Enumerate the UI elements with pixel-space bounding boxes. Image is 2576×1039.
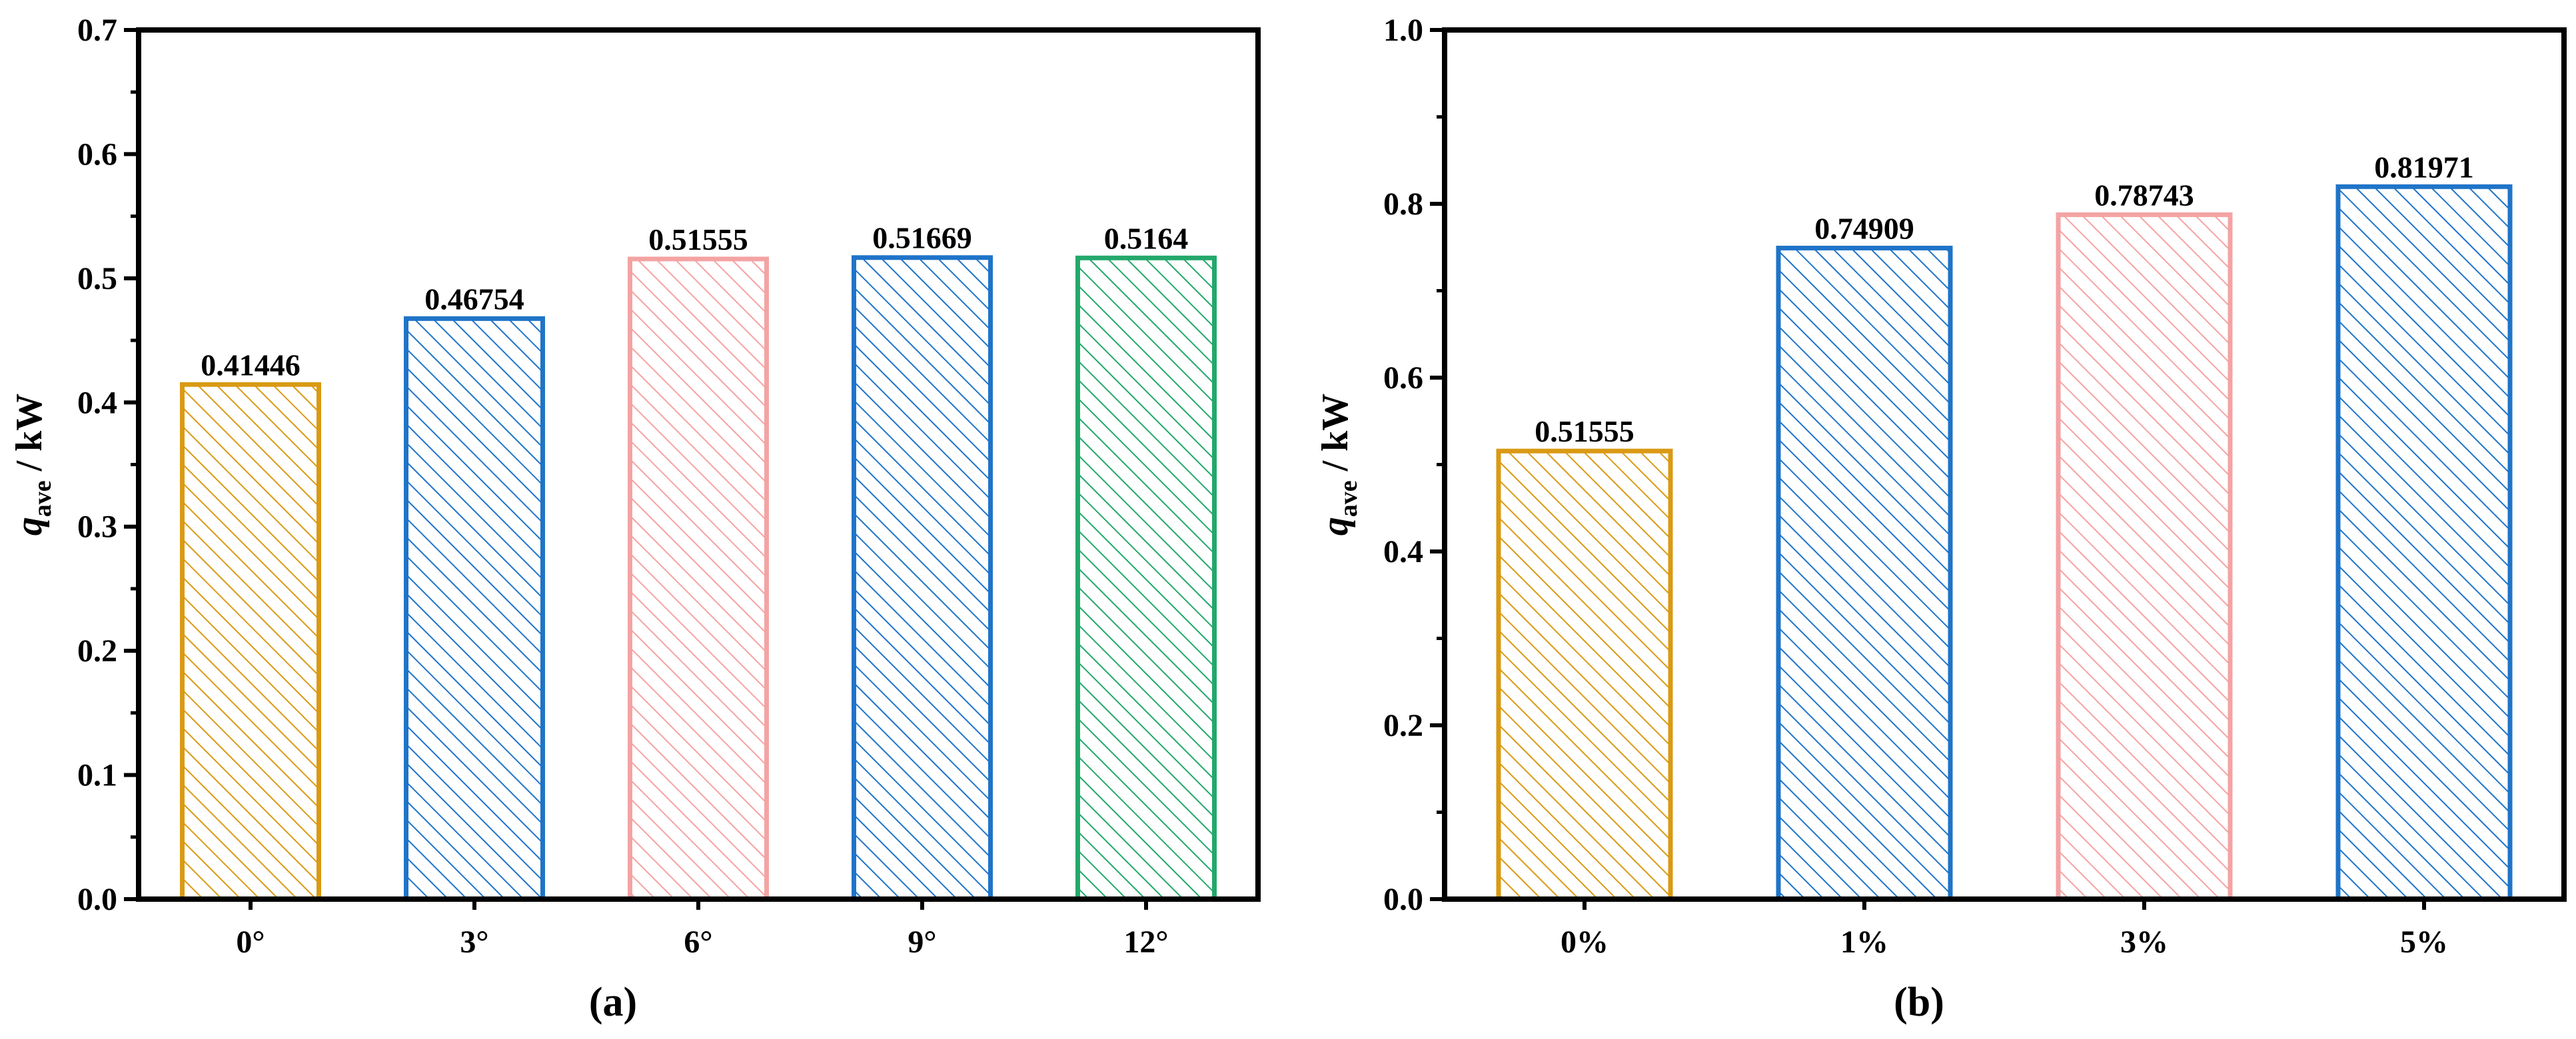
panel-b-y-tick-label-1: 0.2 <box>1383 708 1423 743</box>
panel-a-data-labels: 0.41446 0.46754 0.51555 0.51669 0.5164 <box>201 221 1188 382</box>
panel-b-data-label-2: 0.78743 <box>2094 178 2194 212</box>
panel-a-x-tick-label-3: 9° <box>908 924 936 960</box>
panel-a-bar-3 <box>852 255 993 902</box>
panel-b-data-label-3: 0.81971 <box>2374 150 2474 184</box>
panel-b-data-labels: 0.51555 0.74909 0.78743 0.81971 <box>1535 150 2474 448</box>
panel-a-data-label-1: 0.46754 <box>424 282 524 316</box>
panel-a-ylabel-unit: / kW <box>9 394 50 481</box>
panel-a-y-tick-label-5: 0.5 <box>77 261 117 296</box>
panel-b-y-axis: 0.0 0.2 0.4 0.6 0.8 1.0 <box>1383 13 1445 917</box>
panel-a-x-axis: 0° 3° 6° 9° 12° <box>236 899 1169 960</box>
panel-b-y-tick-label-3: 0.6 <box>1383 360 1423 396</box>
panel-b-data-label-1: 0.74909 <box>1814 211 1914 245</box>
panel-b-bars <box>1496 184 2513 902</box>
panel-b-bar-1 <box>1776 245 1953 902</box>
panel-a-ylabel-symbol: q <box>9 517 50 535</box>
panel-b-y-tick-label-2: 0.4 <box>1383 534 1423 569</box>
panel-a-y-axis: 0.0 0.1 0.2 0.3 0.4 0.5 0.6 0.7 <box>77 13 139 917</box>
panel-a-data-label-0: 0.41446 <box>201 348 301 382</box>
panel-b-ylabel-unit: / kW <box>1315 394 1356 481</box>
panel-a-bars <box>180 255 1217 902</box>
panel-b-ylabel-symbol: q <box>1315 517 1356 535</box>
panel-b-label-letter: b <box>1908 980 1930 1025</box>
panel-b-label: (b) <box>1894 980 1944 1025</box>
panel-b-y-axis-title: qave / kW <box>1315 394 1363 536</box>
panel-b-y-tick-label-4: 0.8 <box>1383 186 1423 222</box>
panel-a-ylabel-subscript: ave <box>29 480 57 517</box>
panel-b-x-tick-label-3: 5% <box>2400 924 2448 960</box>
panel-a-data-label-4: 0.5164 <box>1104 221 1189 255</box>
panel-a-y-axis-title: qave / kW <box>9 394 57 536</box>
panel-b-x-axis: 0% 1% 3% 5% <box>1561 899 2448 960</box>
panel-a-y-tick-label-7: 0.7 <box>77 13 117 48</box>
panel-a-label: (a) <box>589 980 637 1025</box>
panel-b-x-tick-label-2: 3% <box>2120 924 2168 960</box>
panel-a-bar-1 <box>404 316 545 902</box>
panel-a-y-tick-label-6: 0.6 <box>77 137 117 172</box>
panel-a-bar-4 <box>1075 255 1217 902</box>
panel-b-bar-3 <box>2335 184 2513 902</box>
panel-b-bar-2 <box>2056 212 2233 902</box>
panel-a-x-tick-label-2: 6° <box>684 924 712 960</box>
panel-a-x-tick-label-1: 3° <box>460 924 488 960</box>
panel-b-bar-0 <box>1496 448 1673 902</box>
panel-a-y-tick-label-0: 0.0 <box>77 882 117 917</box>
panel-a-x-tick-label-0: 0° <box>236 924 265 960</box>
panel-b-x-tick-label-0: 0% <box>1561 924 1609 960</box>
panel-b-x-tick-label-1: 1% <box>1840 924 1888 960</box>
panel-b-y-tick-label-5: 1.0 <box>1383 13 1423 48</box>
panel-a-data-label-3: 0.51669 <box>872 221 972 255</box>
panel-a-x-tick-label-4: 12° <box>1123 924 1168 960</box>
panel-b-y-tick-label-0: 0.0 <box>1383 882 1423 917</box>
panel-a-y-tick-label-4: 0.4 <box>77 385 117 420</box>
panel-b-data-label-0: 0.51555 <box>1535 414 1634 448</box>
panel-a-y-tick-label-1: 0.1 <box>77 758 117 793</box>
panel-a-data-label-2: 0.51555 <box>648 222 748 256</box>
panel-a-label-letter: a <box>603 980 624 1025</box>
panel-b-ylabel-subscript: ave <box>1335 480 1363 517</box>
panel-a-y-tick-label-2: 0.2 <box>77 633 117 669</box>
panel-a-bar-2 <box>628 256 769 902</box>
panel-a-bar-0 <box>180 382 321 902</box>
panel-a-y-tick-label-3: 0.3 <box>77 510 117 545</box>
